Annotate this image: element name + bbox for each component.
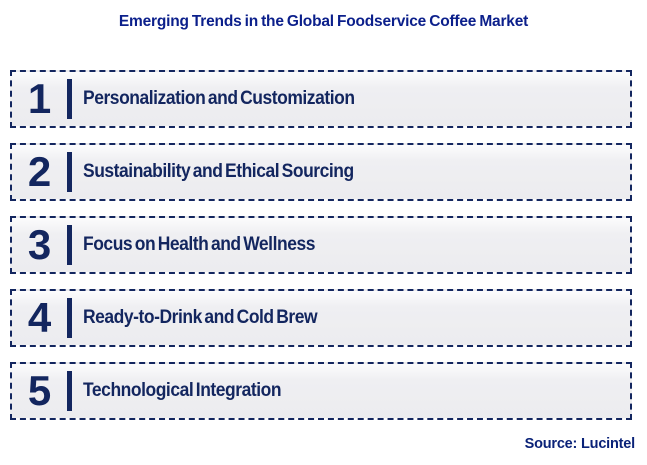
vertical-divider — [67, 152, 72, 192]
vertical-divider — [67, 225, 72, 265]
trend-label-1: Personalization and Customization — [83, 88, 355, 109]
vertical-divider — [67, 371, 72, 411]
trend-number-5: 5 — [27, 367, 52, 414]
trend-label-5: Technological Integration — [83, 380, 282, 401]
page-title: Emerging Trends in the Global Foodservic… — [118, 13, 529, 30]
trend-row-5: 5 Technological Integration — [10, 362, 632, 420]
trend-label-2: Sustainability and Ethical Sourcing — [83, 161, 354, 182]
trend-list: 1 Personalization and Customization 2 Su… — [10, 70, 632, 435]
source-attribution: Source: Lucintel — [524, 436, 636, 452]
trend-label-4: Ready-to-Drink and Cold Brew — [83, 307, 318, 328]
trend-number-3: 3 — [27, 221, 52, 268]
vertical-divider — [67, 79, 72, 119]
vertical-divider — [67, 298, 72, 338]
trend-row-4: 4 Ready-to-Drink and Cold Brew — [10, 289, 632, 347]
trend-number-4: 4 — [27, 294, 52, 341]
trend-number-1: 1 — [27, 75, 52, 122]
trend-row-2: 2 Sustainability and Ethical Sourcing — [10, 143, 632, 201]
trend-label-3: Focus on Health and Wellness — [83, 234, 315, 255]
trend-number-2: 2 — [27, 148, 52, 195]
trend-row-1: 1 Personalization and Customization — [10, 70, 632, 128]
trend-row-3: 3 Focus on Health and Wellness — [10, 216, 632, 274]
